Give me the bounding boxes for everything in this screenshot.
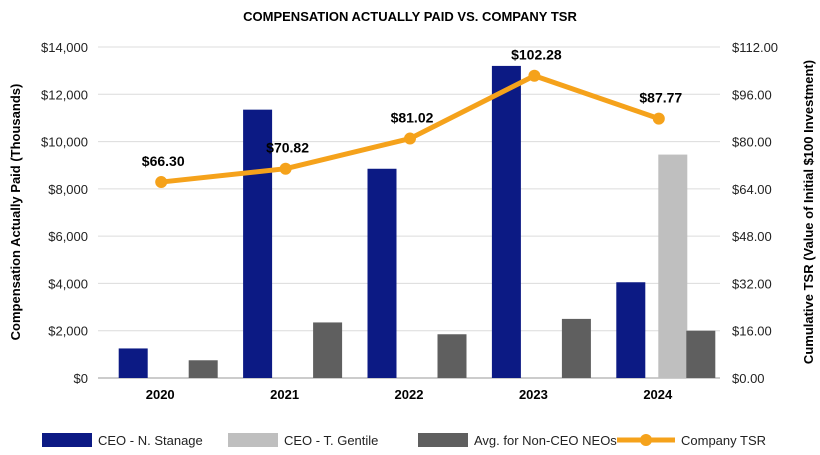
tsr-point-2024 — [652, 112, 665, 125]
category-label: 2022 — [395, 387, 424, 402]
right-axis-title: Cumulative TSR (Value of Initial $100 In… — [801, 60, 816, 364]
legend-ceo-n-stanage-label: CEO - N. Stanage — [98, 433, 203, 448]
tsr-data-label-2021: $70.82 — [266, 140, 309, 156]
legend-company-tsr-label: Company TSR — [681, 433, 766, 448]
tsr-data-label-2024: $87.77 — [639, 90, 682, 106]
left-tick-label: $8,000 — [48, 182, 88, 197]
left-tick-label: $10,000 — [41, 135, 88, 150]
tsr-data-label-2022: $81.02 — [391, 110, 434, 126]
tsr-point-2023 — [528, 69, 541, 82]
left-tick-label: $2,000 — [48, 324, 88, 339]
left-tick-label: $12,000 — [41, 87, 88, 102]
tsr-data-label-2023: $102.28 — [511, 47, 562, 63]
tsr-point-2020 — [155, 176, 168, 189]
bar-ceo-n-stanage-2020 — [118, 348, 148, 378]
category-label: 2021 — [270, 387, 299, 402]
legend-ceo-t-gentile-swatch — [228, 433, 278, 447]
right-tick-label: $80.00 — [732, 135, 772, 150]
bar-avg-for-non-ceo-neos-2020 — [188, 360, 218, 378]
bars — [118, 65, 716, 379]
legend-avg-for-non-ceo-neos-label: Avg. for Non-CEO NEOs — [474, 433, 617, 448]
chart-title: COMPENSATION ACTUALLY PAID VS. COMPANY T… — [243, 9, 577, 24]
right-tick-label: $16.00 — [732, 324, 772, 339]
legend-company-tsr-swatch-marker — [640, 434, 652, 446]
category-label: 2020 — [146, 387, 175, 402]
legend-ceo-t-gentile-label: CEO - T. Gentile — [284, 433, 378, 448]
legend-avg-for-non-ceo-neos-swatch — [418, 433, 468, 447]
right-tick-label: $96.00 — [732, 87, 772, 102]
category-label: 2023 — [519, 387, 548, 402]
tsr-line: $66.30 $70.82 $81.02 $102.28 $87.77 — [142, 47, 682, 189]
category-label: 2024 — [643, 387, 673, 402]
category-labels: 2020 2021 2022 2023 2024 — [146, 387, 673, 402]
bar-ceo-n-stanage-2022 — [367, 168, 397, 378]
tsr-point-2021 — [279, 162, 292, 175]
right-tick-label: $64.00 — [732, 182, 772, 197]
left-axis-title: Compensation Actually Paid (Thousands) — [8, 84, 23, 341]
left-axis-ticks: $0 $2,000 $4,000 $6,000 $8,000 $10,000 $12,000… — [41, 40, 88, 386]
bar-avg-for-non-ceo-neos-2021 — [313, 322, 343, 378]
tsr-data-label-2020: $66.30 — [142, 153, 185, 169]
bar-avg-for-non-ceo-neos-2023 — [561, 318, 591, 378]
bar-ceo-t-gentile-2024 — [658, 154, 688, 378]
tsr-point-2022 — [404, 132, 416, 145]
bar-avg-for-non-ceo-neos-2024 — [686, 330, 716, 378]
right-tick-label: $32.00 — [732, 276, 772, 291]
bar-avg-for-non-ceo-neos-2022 — [437, 334, 467, 378]
left-tick-label: $14,000 — [41, 40, 88, 55]
legend-ceo-n-stanage-swatch — [42, 433, 92, 447]
right-tick-label: $112.00 — [732, 40, 778, 55]
tsr-polyline — [160, 73, 660, 185]
right-tick-label: $0.00 — [732, 371, 765, 386]
left-tick-label: $0 — [74, 371, 88, 386]
bar-ceo-n-stanage-2023 — [491, 65, 521, 379]
bar-ceo-n-stanage-2024 — [616, 282, 646, 378]
legend: CEO - N. Stanage CEO - T. Gentile Avg. for… — [42, 433, 766, 448]
left-tick-label: $4,000 — [48, 276, 88, 291]
right-axis-ticks: $0.00 $16.00 $32.00 $48.00 $64.00 $80.00 $96.0… — [732, 40, 778, 386]
right-tick-label: $48.00 — [732, 229, 772, 244]
left-tick-label: $6,000 — [48, 229, 88, 244]
bar-ceo-n-stanage-2021 — [243, 109, 273, 379]
